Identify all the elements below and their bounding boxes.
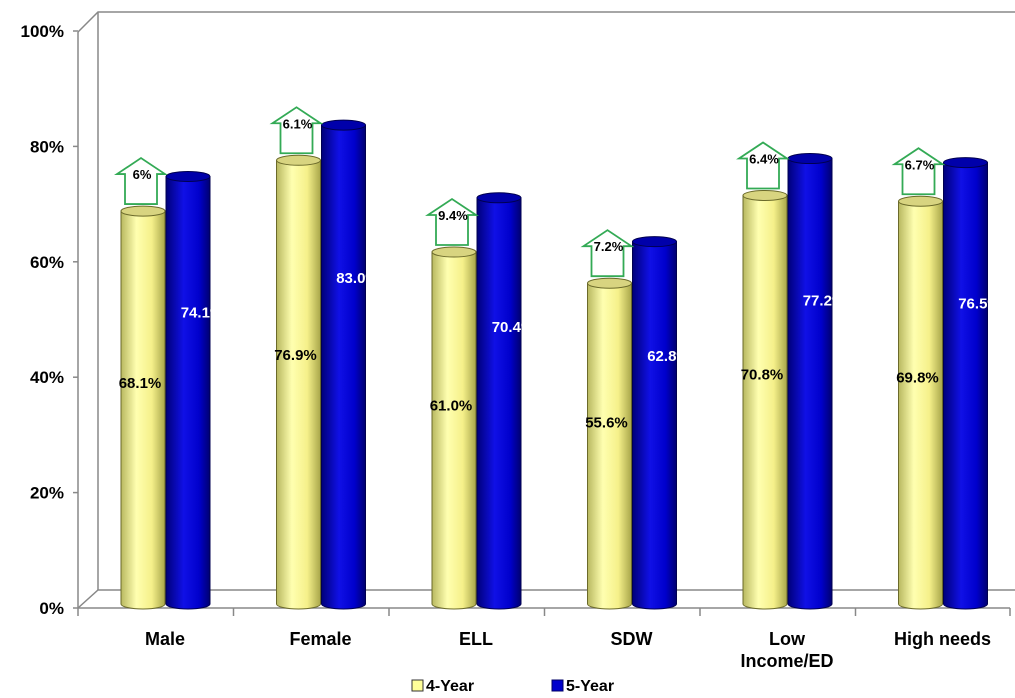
bars — [120, 119, 988, 610]
arrow-label: 6.1% — [283, 116, 313, 131]
bar-5-year-top — [165, 170, 211, 182]
bar-5-year — [321, 119, 366, 610]
y-tick-label: 60% — [30, 253, 64, 272]
y-tick-label: 20% — [30, 484, 64, 503]
y-tick-label: 80% — [30, 137, 64, 156]
annotations: 6% 6.1% 9.4% 7.2% 6.4% 6.7% — [114, 106, 946, 278]
bar-5-year-top — [632, 236, 677, 248]
arrow-shape — [580, 229, 635, 278]
bar-5-year — [632, 236, 677, 610]
bar-4-year — [898, 195, 943, 610]
bar-5-year-top — [943, 157, 988, 169]
bar-4-year — [431, 246, 477, 610]
improvement-arrow: 6.7% — [891, 147, 946, 196]
arrow-label: 9.4% — [438, 208, 468, 223]
arrow-shape — [891, 147, 946, 196]
bar-5-year-top — [321, 119, 366, 131]
arrow-shape — [736, 141, 790, 190]
legend-swatch-4-year — [411, 679, 424, 692]
bar-5-year-body — [943, 162, 988, 610]
data-label-5-year: 70.4% — [492, 319, 535, 336]
bar-5-year-top — [476, 192, 522, 204]
y-tick-label: 100% — [21, 22, 64, 41]
arrow-shape — [269, 106, 324, 155]
x-category-label: Male — [145, 629, 185, 649]
bar-4-year-body — [898, 200, 943, 610]
legend-label-5-year: 5-Year — [566, 678, 614, 695]
bar-5-year-body — [165, 175, 211, 610]
improvement-arrow: 6.1% — [269, 106, 324, 155]
data-label-5-year: 77.2% — [803, 293, 846, 310]
bar-4-year-body — [742, 194, 788, 610]
arrow-label: 6% — [133, 167, 152, 182]
bar-4-year — [120, 205, 166, 610]
legend-swatch-5-year — [551, 679, 564, 692]
bar-4-year-body — [587, 282, 632, 610]
bar-4-year-body — [431, 251, 477, 610]
data-label-4-year: 76.9% — [274, 347, 317, 364]
bar-5-year — [165, 170, 211, 610]
bar-4-year — [742, 189, 788, 610]
x-category-label: SDW — [611, 629, 653, 649]
bar-5-year — [476, 192, 522, 610]
bar-4-year — [276, 154, 321, 610]
legend: 4-Year 5-Year — [411, 678, 614, 695]
arrow-shape — [114, 156, 168, 205]
improvement-arrow: 7.2% — [580, 229, 635, 278]
bar-5-year-body — [632, 241, 677, 610]
data-label-4-year: 69.8% — [896, 369, 939, 386]
x-category-label: High needs — [894, 629, 991, 649]
y-tick-label: 40% — [30, 368, 64, 387]
arrow-label: 6.4% — [749, 151, 779, 166]
bar-4-year-body — [276, 159, 321, 610]
bar-4-year-top — [431, 246, 477, 258]
bar-4-year-top — [742, 189, 788, 201]
bar-4-year-top — [276, 154, 321, 166]
improvement-arrow: 9.4% — [425, 197, 479, 246]
data-label-5-year: 83.0% — [336, 270, 379, 287]
x-category-label: Female — [289, 629, 351, 649]
x-category-label: ELL — [459, 629, 493, 649]
bar-5-year-top — [787, 153, 833, 165]
data-label-5-year: 62.8% — [647, 348, 690, 365]
bar-4-year-top — [898, 195, 943, 207]
bar-4-year-top — [120, 205, 166, 217]
bar-5-year-body — [476, 197, 522, 610]
arrow-label: 7.2% — [594, 239, 624, 254]
x-category-label: Income/ED — [740, 651, 833, 671]
x-category-label: Low — [769, 629, 806, 649]
improvement-arrow: 6% — [114, 156, 168, 205]
bar-4-year — [587, 277, 632, 610]
data-label-4-year: 55.6% — [585, 415, 628, 432]
bar-5-year — [787, 153, 833, 610]
data-label-4-year: 68.1% — [119, 375, 162, 392]
y-axis: 0% 20% 40% 60% 80% 100% — [21, 22, 78, 618]
y-tick-label: 0% — [39, 599, 64, 618]
bar-4-year-top — [587, 277, 632, 289]
bar-5-year-body — [787, 158, 833, 610]
data-labels: 68.1% 74.1% 76.9% 83.0% 61.0% 70.4% 55.6% 62.8%… — [119, 270, 1001, 431]
data-label-5-year: 76.5% — [958, 295, 1001, 312]
data-label-4-year: 61.0% — [430, 397, 473, 414]
improvement-arrow: 6.4% — [736, 141, 790, 190]
arrow-label: 6.7% — [905, 157, 935, 172]
bar-4-year-body — [120, 210, 166, 610]
bar-5-year — [943, 157, 988, 610]
arrow-shape — [425, 197, 479, 246]
data-label-4-year: 70.8% — [741, 366, 784, 383]
bar-5-year-body — [321, 124, 366, 610]
legend-label-4-year: 4-Year — [426, 678, 474, 695]
data-label-5-year: 74.1% — [181, 305, 224, 322]
